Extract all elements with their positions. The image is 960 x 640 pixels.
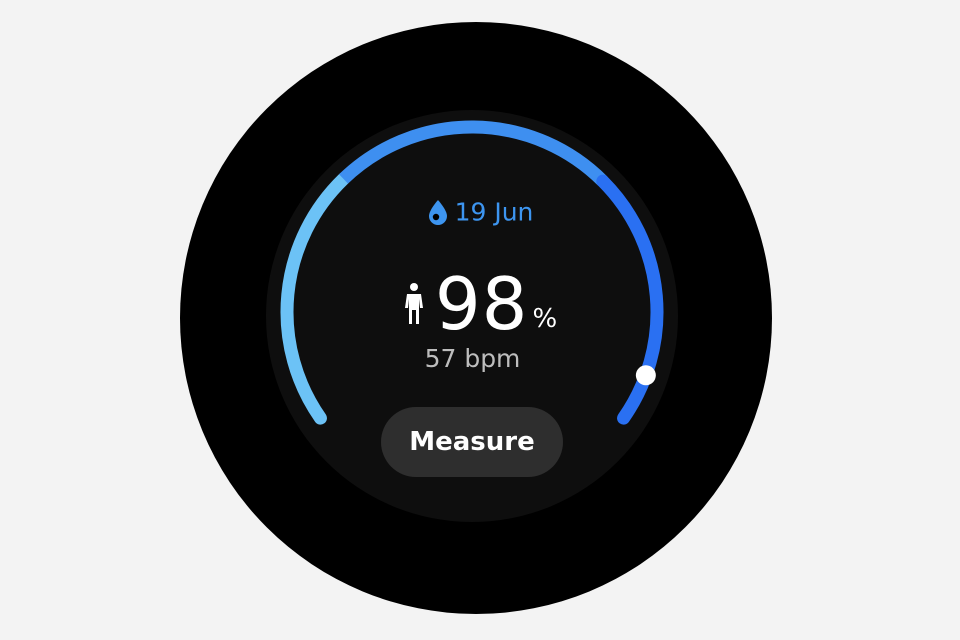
gauge-segment-mid [338, 120, 608, 186]
gauge-segment-low [280, 172, 350, 425]
spo2-unit: % [532, 303, 558, 334]
heart-rate: 57 bpm [424, 344, 521, 373]
measurement-date: 19 Jun [0, 196, 960, 227]
person-standing-icon [404, 283, 423, 324]
measure-button[interactable]: Measure [381, 407, 563, 477]
blood-drop-icon [428, 200, 447, 225]
gauge-indicator [635, 365, 656, 386]
spo2-reading: 98% [0, 262, 960, 346]
gauge-segment-high [596, 174, 664, 425]
date-label: 19 Jun [454, 197, 534, 227]
spo2-value: 98 [434, 262, 529, 346]
